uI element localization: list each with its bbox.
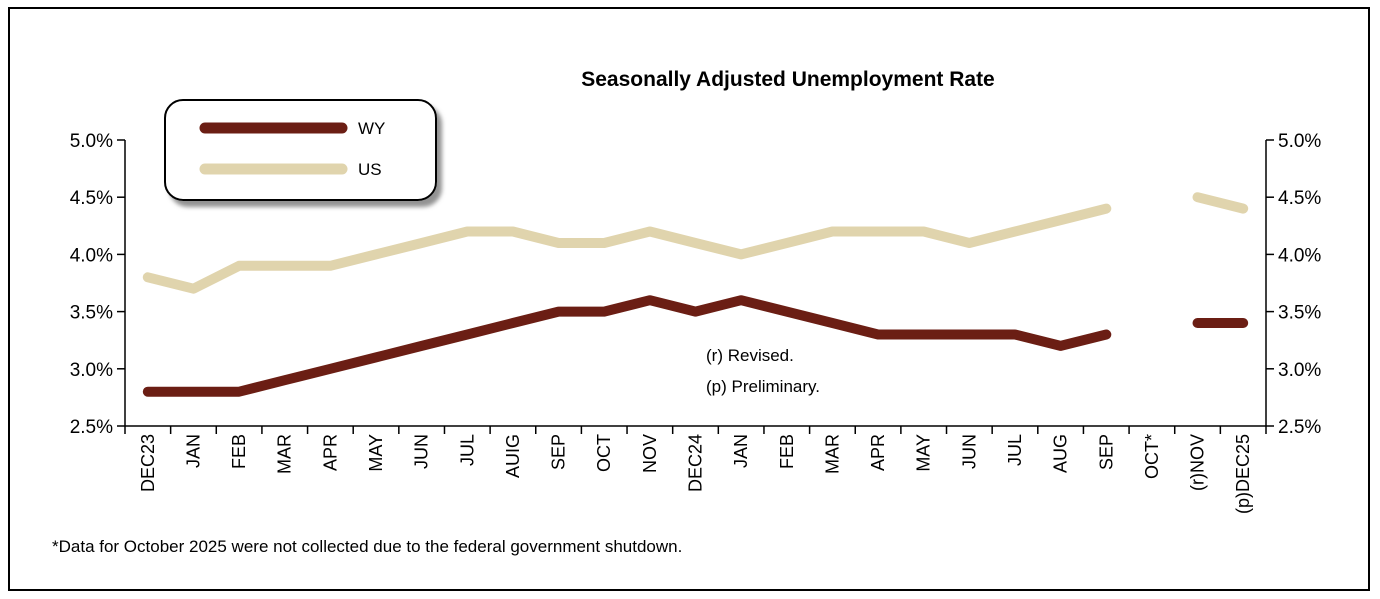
x-category-label: AUIG [503,434,523,478]
x-category-label: MAR [275,434,295,474]
series-line-us [142,203,1112,294]
y-tick-label-right: 2.5% [1278,417,1321,438]
x-category-label: SEP [1096,434,1116,470]
x-category-label: JAN [183,434,203,468]
x-category-label: JUL [457,434,477,466]
x-category-label: AUG [1051,434,1071,473]
y-tick-label-left: 3.5% [70,303,113,324]
series-line-us [1192,192,1249,214]
x-category-label: MAR [822,434,842,474]
series-lines [142,192,1249,397]
legend-wy-label: WY [358,119,385,138]
y-tick-label-right: 4.0% [1278,245,1321,266]
x-category-label: DEC24 [686,434,706,492]
x-category-label: OCT* [1142,434,1162,479]
x-category-label: (p)DEC25 [1233,434,1253,514]
y-tick-label-left: 3.0% [70,360,113,381]
x-category-label: NOV [640,434,660,473]
y-tick-label-left: 2.5% [70,417,113,438]
x-category-label: JUN [412,434,432,469]
x-category-label: MAY [914,434,934,472]
x-category-label: FEB [777,434,797,469]
y-tick-label-right: 5.0% [1278,131,1321,152]
y-tick-label-right: 3.5% [1278,303,1321,324]
y-tick-label-right: 4.5% [1278,188,1321,209]
x-category-label: JUL [1005,434,1025,466]
x-category-label: SEP [549,434,569,470]
x-category-label: JAN [731,434,751,468]
legend-box [164,99,437,201]
footnote: *Data for October 2025 were not collecte… [52,537,682,556]
x-category-label: APR [320,434,340,471]
x-category-label: MAY [366,434,386,472]
x-category-label: DEC23 [138,434,158,492]
y-tick-label-left: 4.5% [70,188,113,209]
x-ticks: DEC23 JAN FEB MAR APR MAY JUN JUL AUIG SEP OCT NOV D… [124,426,1267,514]
right-y-ticks: 2.5% 3.0% 3.5% 4.0% 4.5% 5.0% [1266,131,1321,438]
legend-us-label: US [358,160,382,179]
x-category-label: APR [868,434,888,471]
y-tick-label-right: 3.0% [1278,360,1321,381]
chart-title: Seasonally Adjusted Unemployment Rate [581,68,995,91]
x-category-label: (r)NOV [1188,434,1208,491]
left-y-ticks: 2.5% 3.0% 3.5% 4.0% 4.5% 5.0% [70,131,125,438]
series-line-wy [142,295,1112,397]
revised-note: (r) Revised. [706,346,794,365]
preliminary-note: (p) Preliminary. [706,377,820,396]
y-tick-label-left: 5.0% [70,131,113,152]
x-category-label: OCT [594,434,614,472]
x-category-label: JUN [959,434,979,469]
legend: WY US [164,99,437,201]
y-tick-label-left: 4.0% [70,245,113,266]
x-category-label: FEB [229,434,249,469]
